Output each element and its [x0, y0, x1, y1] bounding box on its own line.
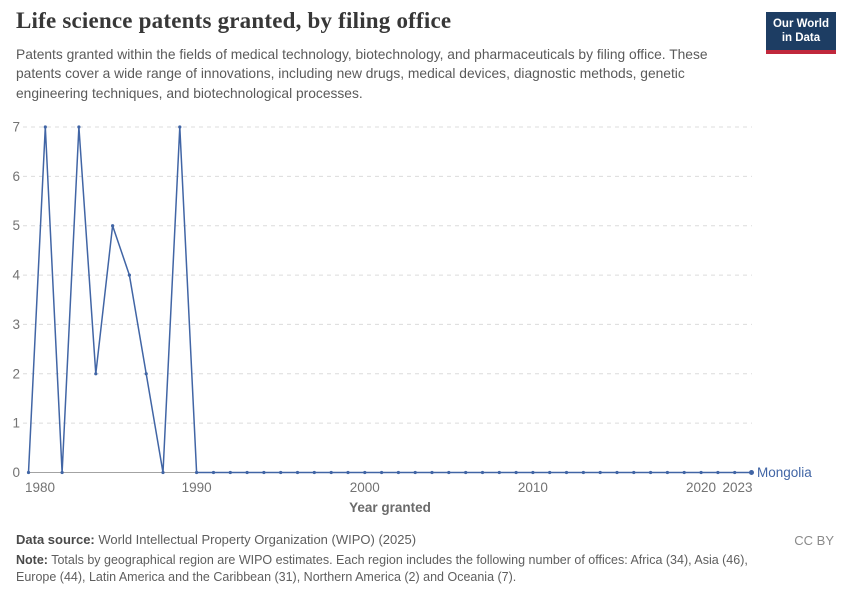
data-point[interactable]: [111, 224, 115, 228]
data-source-label: Data source:: [16, 532, 95, 547]
y-tick-label: 2: [12, 366, 20, 381]
data-point[interactable]: [749, 470, 754, 475]
data-point[interactable]: [430, 470, 434, 475]
license-link[interactable]: CC BY: [794, 533, 834, 548]
data-source-text: World Intellectual Property Organization…: [94, 532, 417, 547]
data-point[interactable]: [161, 470, 165, 475]
chart-header: Life science patents granted, by filing …: [16, 8, 756, 103]
data-point[interactable]: [380, 470, 384, 475]
data-point[interactable]: [329, 470, 333, 475]
data-point[interactable]: [26, 470, 31, 475]
data-point[interactable]: [94, 372, 98, 376]
entity-label[interactable]: Mongolia: [757, 465, 812, 480]
data-point[interactable]: [464, 470, 468, 475]
note-line: Note: Totals by geographical region are …: [16, 552, 778, 586]
data-point[interactable]: [447, 470, 451, 475]
data-point[interactable]: [615, 470, 619, 475]
data-point[interactable]: [295, 470, 300, 475]
note-label: Note:: [16, 553, 48, 567]
data-point[interactable]: [127, 273, 131, 277]
data-point[interactable]: [178, 125, 182, 129]
data-point[interactable]: [548, 470, 552, 475]
data-source-line: Data source: World Intellectual Property…: [16, 532, 416, 547]
data-point[interactable]: [396, 470, 400, 475]
x-tick-label: 2000: [350, 480, 380, 495]
data-point[interactable]: [514, 470, 518, 475]
owid-logo-line2: in Data: [781, 32, 821, 45]
y-tick-label: 7: [12, 120, 20, 135]
data-point[interactable]: [60, 470, 64, 475]
data-point[interactable]: [480, 470, 485, 475]
y-tick-label: 5: [12, 218, 20, 233]
data-point[interactable]: [262, 470, 266, 475]
page-title: Life science patents granted, by filing …: [16, 8, 452, 33]
note-text: Totals by geographical region are WIPO e…: [16, 553, 748, 584]
y-tick-label: 4: [12, 268, 20, 283]
data-point[interactable]: [312, 470, 316, 475]
y-tick-label: 3: [12, 317, 20, 332]
data-point[interactable]: [363, 470, 367, 475]
chart-subtitle: Patents granted within the fields of med…: [16, 47, 708, 101]
y-tick-label: 0: [12, 465, 20, 480]
data-point[interactable]: [144, 372, 148, 376]
data-point[interactable]: [632, 470, 636, 475]
data-point[interactable]: [77, 125, 81, 129]
data-point[interactable]: [279, 470, 283, 475]
data-point[interactable]: [245, 470, 249, 475]
data-point[interactable]: [43, 125, 47, 129]
x-tick-label: 2020: [686, 480, 716, 495]
owid-logo[interactable]: Our World in Data: [765, 12, 836, 54]
owid-logo-line1: Our World: [772, 18, 829, 30]
data-point[interactable]: [228, 470, 232, 475]
data-point[interactable]: [211, 470, 216, 475]
data-point[interactable]: [649, 470, 653, 475]
x-tick-label: 2023: [722, 480, 752, 495]
data-point[interactable]: [346, 470, 350, 475]
y-tick-label: 6: [12, 169, 20, 184]
data-point[interactable]: [581, 470, 586, 475]
y-tick-label: 1: [12, 416, 20, 431]
data-point[interactable]: [716, 470, 720, 475]
data-point[interactable]: [531, 470, 535, 475]
x-tick-label: 1980: [25, 480, 55, 495]
data-point[interactable]: [699, 470, 703, 475]
data-point[interactable]: [195, 470, 199, 475]
data-point[interactable]: [682, 470, 686, 475]
data-point[interactable]: [598, 470, 602, 475]
x-tick-label: 2010: [518, 480, 548, 495]
data-point[interactable]: [665, 470, 670, 475]
data-point[interactable]: [497, 470, 501, 475]
data-point[interactable]: [733, 470, 737, 475]
data-point[interactable]: [564, 470, 569, 475]
series-line-mongolia[interactable]: [27, 126, 752, 474]
data-point[interactable]: [413, 470, 417, 475]
x-axis-title: Year granted: [349, 500, 431, 515]
x-tick-label: 1990: [182, 480, 212, 495]
